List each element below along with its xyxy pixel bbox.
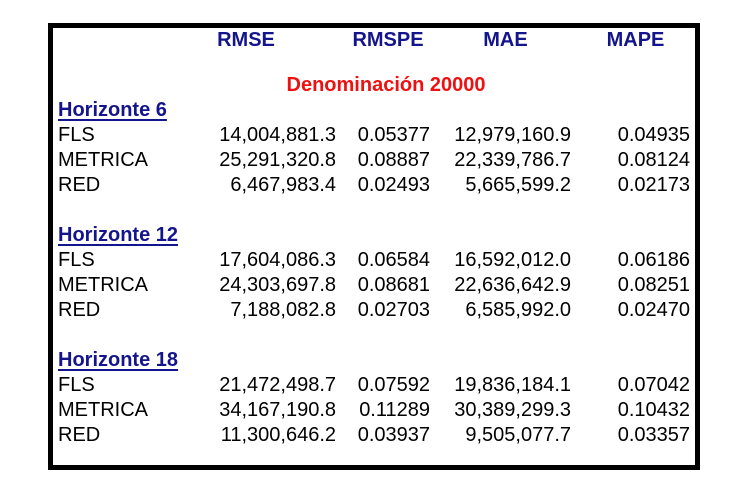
cell-rmse: 7,188,082.8 bbox=[230, 299, 336, 321]
row-label: METRICA bbox=[58, 274, 148, 296]
spacer-row bbox=[53, 53, 695, 73]
cell-rmspe: 0.06584 bbox=[357, 249, 430, 271]
section-heading-row: Horizonte 12 bbox=[53, 223, 695, 248]
cell-mape: 0.02173 bbox=[617, 174, 690, 196]
cell-rmspe: 0.03937 bbox=[357, 424, 430, 446]
cell-mae: 12,979,160.9 bbox=[454, 124, 571, 146]
column-header-rmspe: RMSPE bbox=[352, 29, 424, 51]
metrics-table: RMSE RMSPE MAE MAPE Denominación 20000 H… bbox=[48, 23, 700, 470]
section-heading-cell: Horizonte 6 bbox=[53, 98, 167, 123]
column-header-rmse: RMSE bbox=[217, 29, 275, 51]
table-title-row: Denominación 20000 bbox=[53, 73, 695, 98]
cell-rmspe: 0.02703 bbox=[357, 299, 430, 321]
cell-mape: 0.08251 bbox=[617, 274, 690, 296]
column-header-row: RMSE RMSPE MAE MAPE bbox=[53, 28, 695, 53]
cell-rmspe: 0.05377 bbox=[357, 124, 430, 146]
cell-rmspe: 0.08681 bbox=[357, 274, 430, 296]
row-label: METRICA bbox=[58, 149, 148, 171]
cell-rmse: 11,300,646.2 bbox=[220, 424, 336, 446]
section-heading: Horizonte 18 bbox=[58, 349, 179, 371]
cell-rmse: 17,604,086.3 bbox=[219, 249, 336, 271]
section-heading: Horizonte 6 bbox=[58, 99, 167, 121]
cell-mae: 5,665,599.2 bbox=[465, 174, 571, 196]
cell-mae: 19,836,184.1 bbox=[454, 374, 571, 396]
cell-rmspe: 0.02493 bbox=[357, 174, 430, 196]
table-row: FLS 17,604,086.3 0.06584 16,592,012.0 0.0618… bbox=[53, 248, 695, 273]
cell-rmspe: 0.11289 bbox=[359, 399, 430, 421]
row-label: FLS bbox=[58, 124, 95, 146]
cell-mape: 0.10432 bbox=[617, 399, 690, 421]
section-heading-cell: Horizonte 18 bbox=[53, 348, 178, 373]
cell-mae: 22,339,786.7 bbox=[454, 149, 571, 171]
row-label: FLS bbox=[58, 374, 95, 396]
table-row: METRICA 25,291,320.8 0.08887 22,339,786.7 0.… bbox=[53, 148, 695, 173]
cell-mape: 0.06186 bbox=[617, 249, 690, 271]
cell-mae: 6,585,992.0 bbox=[465, 299, 571, 321]
row-label: RED bbox=[58, 299, 101, 321]
cell-rmse: 34,167,190.8 bbox=[219, 399, 336, 421]
cell-rmse: 24,303,697.8 bbox=[219, 274, 336, 296]
cell-rmse: 25,291,320.8 bbox=[219, 149, 336, 171]
cell-mape: 0.03357 bbox=[617, 424, 690, 446]
spacer-row bbox=[53, 198, 695, 223]
cell-mape: 0.02470 bbox=[617, 299, 690, 321]
cell-rmse: 6,467,983.4 bbox=[230, 174, 336, 196]
row-label: RED bbox=[58, 174, 101, 196]
table-row: RED 11,300,646.2 0.03937 9,505,077.7 0.03357 bbox=[53, 423, 695, 448]
sections: Horizonte 6 FLS 14,004,881.3 0.05377 12,979,… bbox=[53, 98, 695, 448]
cell-mae: 16,592,012.0 bbox=[454, 249, 571, 271]
column-header-mape: MAPE bbox=[606, 29, 665, 51]
table-title: Denominación 20000 bbox=[286, 74, 486, 96]
cell-mape: 0.07042 bbox=[617, 374, 690, 396]
spacer-row bbox=[53, 323, 695, 348]
cell-rmse: 21,472,498.7 bbox=[219, 374, 336, 396]
section-heading: Horizonte 12 bbox=[58, 224, 179, 246]
section-heading-row: Horizonte 18 bbox=[53, 348, 695, 373]
table-row: METRICA 34,167,190.8 0.11289 30,389,299.3 0.… bbox=[53, 398, 695, 423]
cell-mae: 30,389,299.3 bbox=[454, 399, 571, 421]
table-row: FLS 21,472,498.7 0.07592 19,836,184.1 0.0704… bbox=[53, 373, 695, 398]
row-label: METRICA bbox=[58, 399, 148, 421]
cell-rmspe: 0.07592 bbox=[357, 374, 430, 396]
cell-mape: 0.04935 bbox=[617, 124, 690, 146]
row-label: FLS bbox=[58, 249, 95, 271]
cell-mape: 0.08124 bbox=[617, 149, 690, 171]
row-label: RED bbox=[58, 424, 101, 446]
column-header-mae: MAE bbox=[483, 29, 528, 51]
section-heading-row: Horizonte 6 bbox=[53, 98, 695, 123]
table-row: RED 7,188,082.8 0.02703 6,585,992.0 0.02470 bbox=[53, 298, 695, 323]
cell-rmspe: 0.08887 bbox=[357, 149, 430, 171]
table-row: FLS 14,004,881.3 0.05377 12,979,160.9 0.0493… bbox=[53, 123, 695, 148]
table-row: RED 6,467,983.4 0.02493 5,665,599.2 0.02173 bbox=[53, 173, 695, 198]
cell-rmse: 14,004,881.3 bbox=[219, 124, 336, 146]
section-heading-cell: Horizonte 12 bbox=[53, 223, 178, 248]
cell-mae: 22,636,642.9 bbox=[454, 274, 571, 296]
table-row: METRICA 24,303,697.8 0.08681 22,636,642.9 0.… bbox=[53, 273, 695, 298]
cell-mae: 9,505,077.7 bbox=[465, 424, 571, 446]
